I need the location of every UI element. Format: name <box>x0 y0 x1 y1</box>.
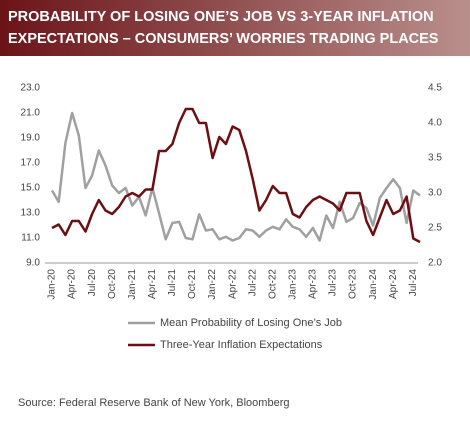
y-tick-label: 21.0 <box>21 108 41 119</box>
x-tick-label: Oct-22 <box>267 269 278 299</box>
x-tick-label: Jan-24 <box>368 269 379 300</box>
x-tick-label: Jan-21 <box>127 269 138 300</box>
legend-label: Three-Year Inflation Expectations <box>160 339 323 351</box>
y2-tick-label: 2.0 <box>428 258 442 269</box>
y2-tick-label: 4.0 <box>428 118 442 129</box>
source: Source: Federal Reserve Bank of New York… <box>18 397 289 409</box>
x-tick-label: Apr-24 <box>388 269 399 299</box>
x-tick-label: Jul-21 <box>167 269 178 297</box>
x-tick-label: Apr-20 <box>67 269 78 299</box>
x-tick-label: Jan-20 <box>47 269 58 300</box>
y2-tick-label: 3.5 <box>428 153 442 164</box>
y-tick-label: 23.0 <box>21 83 41 94</box>
x-tick-label: Apr-22 <box>227 269 238 299</box>
x-tick-label: Oct-21 <box>187 269 198 299</box>
x-tick-label: Jul-24 <box>408 269 419 297</box>
legend-label: Mean Probability of Losing One’s Job <box>160 317 342 329</box>
x-tick-label: Jul-23 <box>328 269 339 297</box>
x-tick-label: Jul-22 <box>247 269 258 297</box>
y2-tick-label: 3.0 <box>428 188 442 199</box>
y2-tick-label: 2.5 <box>428 223 442 234</box>
x-tick-label: Apr-21 <box>147 269 158 299</box>
y-tick-label: 9.0 <box>26 258 40 269</box>
y-tick-label: 15.0 <box>21 183 41 194</box>
chart-title: PROBABILITY OF LOSING ONE’S JOB VS 3-YEA… <box>8 9 434 25</box>
x-tick-label: Jan-22 <box>207 269 218 300</box>
series-line <box>51 107 421 244</box>
series-line <box>50 111 421 242</box>
y-tick-label: 17.0 <box>21 158 41 169</box>
y-tick-label: 13.0 <box>21 208 41 219</box>
y2-tick-label: 4.5 <box>428 83 442 94</box>
x-tick-label: Oct-20 <box>107 269 118 299</box>
x-tick-label: Oct-23 <box>348 269 359 299</box>
x-tick-label: Jul-20 <box>87 269 98 297</box>
title-banner <box>0 0 470 56</box>
y-tick-label: 11.0 <box>21 233 40 244</box>
y-tick-label: 19.0 <box>21 133 41 144</box>
x-tick-label: Jan-23 <box>287 269 298 300</box>
x-tick-label: Apr-23 <box>308 269 319 299</box>
chart-title: EXPECTATIONS – CONSUMERS’ WORRIES TRADIN… <box>8 31 439 47</box>
